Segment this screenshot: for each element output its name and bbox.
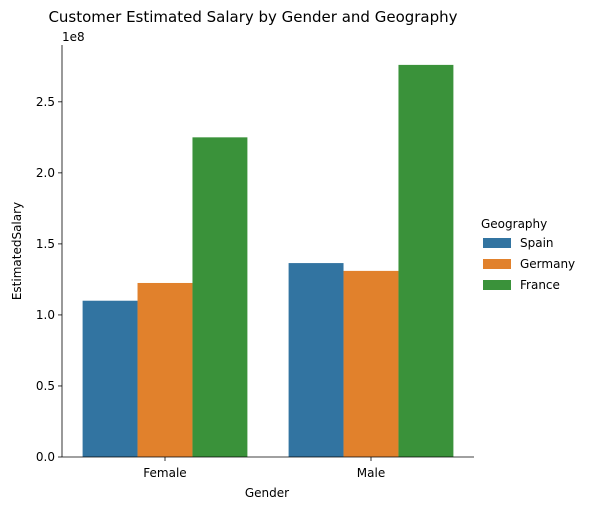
legend-swatch-germany	[483, 259, 511, 269]
legend-label-germany: Germany	[520, 257, 575, 271]
y-axis-offset-label: 1e8	[62, 30, 85, 44]
y-tick-label: 0.0	[36, 450, 55, 464]
legend-swatch-france	[483, 280, 511, 290]
bar-france-female	[192, 137, 248, 457]
y-tick-label: 1.5	[36, 237, 55, 251]
chart-title: Customer Estimated Salary by Gender and …	[48, 8, 457, 26]
y-tick-label: 2.0	[36, 166, 55, 180]
legend: Geography Spain Germany France	[481, 217, 575, 292]
y-axis-label: EstimatedSalary	[10, 202, 24, 300]
y-tick-label: 2.5	[36, 95, 55, 109]
bar-france-male	[398, 64, 454, 457]
axes-group: 0.0 0.5 1.0 1.5 2.0 2.5 Female Male	[36, 45, 474, 480]
bar-germany-male	[343, 270, 399, 457]
x-tick-label: Male	[357, 466, 385, 480]
bar-germany-female	[137, 282, 193, 457]
x-tick-label: Female	[143, 466, 186, 480]
y-tick-label: 1.0	[36, 308, 55, 322]
bar-spain-female	[82, 300, 138, 457]
y-tick-label: 0.5	[36, 379, 55, 393]
x-axis-label: Gender	[245, 486, 289, 500]
bar-spain-male	[288, 263, 344, 457]
legend-title: Geography	[481, 217, 547, 231]
legend-label-spain: Spain	[520, 236, 554, 250]
bars-group	[82, 64, 454, 457]
legend-label-france: France	[520, 278, 560, 292]
legend-swatch-spain	[483, 238, 511, 248]
